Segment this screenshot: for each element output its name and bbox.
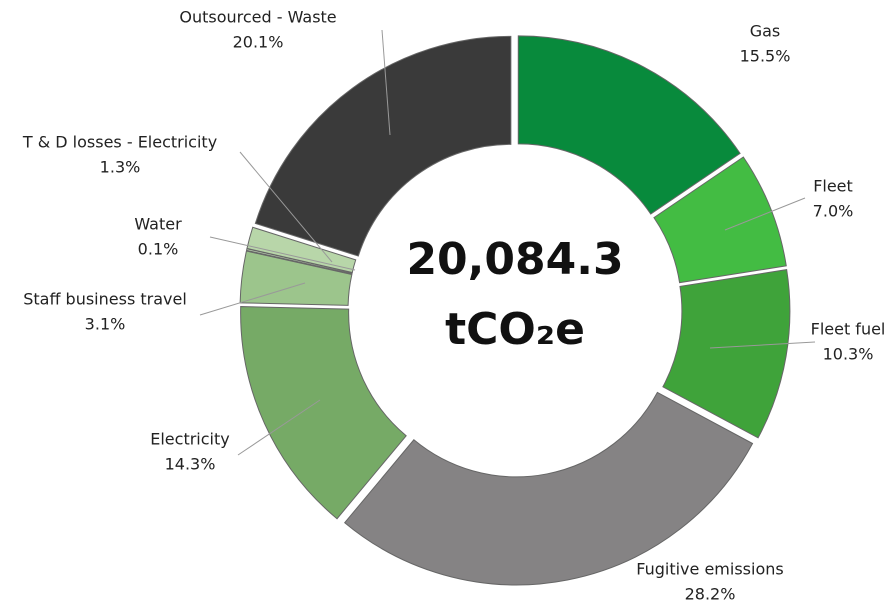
leader-line	[199, 282, 306, 316]
donut-slice	[240, 306, 407, 520]
donut-slice	[246, 226, 357, 274]
donut-slice	[254, 35, 512, 257]
leader-line	[724, 197, 806, 231]
leader-line	[381, 29, 391, 136]
leader-line	[209, 236, 356, 271]
donut-slice	[662, 269, 791, 439]
slice-value-label: 1.3%	[100, 158, 141, 177]
donut-slice	[239, 250, 353, 306]
leader-line	[237, 399, 321, 456]
slice-value-label: 0.1%	[138, 240, 179, 259]
slice-label: T & D losses - Electricity	[22, 133, 217, 152]
center-value: 20,084.3	[406, 234, 623, 285]
slice-value-label: 3.1%	[85, 315, 126, 334]
slice-value-label: 7.0%	[813, 202, 854, 221]
donut-slice	[653, 156, 787, 284]
leader-line	[239, 151, 333, 263]
slice-label: Electricity	[150, 430, 229, 449]
slice-value-label: 10.3%	[823, 345, 874, 364]
slice-label: Fleet fuel	[811, 320, 886, 339]
donut-slice	[344, 391, 754, 586]
slice-value-label: 28.2%	[685, 585, 736, 604]
slice-value-label: 20.1%	[233, 33, 284, 52]
slice-label: Staff business travel	[23, 290, 187, 309]
slice-label: Fugitive emissions	[636, 560, 783, 579]
slice-value-label: 14.3%	[165, 455, 216, 474]
slice-label: Outsourced - Waste	[179, 8, 336, 27]
donut-slice	[517, 35, 741, 215]
slice-value-label: 15.5%	[740, 47, 791, 66]
slice-label: Water	[134, 215, 182, 234]
center-unit: tCO₂e	[445, 304, 585, 355]
leader-line	[709, 341, 816, 349]
slice-label: Fleet	[813, 177, 853, 196]
slice-label: Gas	[750, 22, 781, 41]
